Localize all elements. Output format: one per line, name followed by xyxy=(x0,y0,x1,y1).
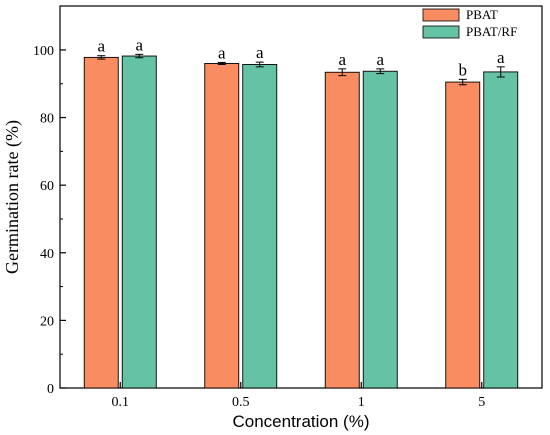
y-axis: 0 20 40 60 80 100 xyxy=(33,44,66,397)
x-tick-label: 0.1 xyxy=(112,395,130,410)
x-tick-label: 0.5 xyxy=(232,395,250,410)
x-tick-label: 5 xyxy=(478,395,485,410)
legend-label-pbat-rf: PBAT/RF xyxy=(466,24,517,39)
significance-label: b xyxy=(459,60,468,79)
legend: PBAT PBAT/RF xyxy=(422,7,517,39)
bar-pbat-rf-0-5 xyxy=(242,64,278,389)
bars-layer: a a a a a a b a xyxy=(83,35,519,389)
legend-label-pbat: PBAT xyxy=(466,7,498,22)
significance-label: a xyxy=(338,50,346,69)
x-axis: 0.1 0.5 1 5 xyxy=(112,382,485,410)
bar-pbat-0-1 xyxy=(83,56,119,389)
significance-label: a xyxy=(135,35,143,54)
y-tick-label: 60 xyxy=(40,179,54,194)
significance-label: a xyxy=(218,43,226,62)
y-tick-label: 100 xyxy=(33,44,54,59)
y-axis-title: Germination rate (%) xyxy=(2,120,23,274)
y-tick-label: 20 xyxy=(40,314,54,329)
significance-label: a xyxy=(376,50,384,69)
bar-pbat-0-5 xyxy=(204,63,240,389)
y-tick-label: 0 xyxy=(47,382,54,397)
significance-label: a xyxy=(497,48,505,67)
x-axis-title: Concentration (%) xyxy=(232,412,369,431)
y-tick-label: 40 xyxy=(40,247,54,262)
legend-swatch-pbat-rf xyxy=(422,25,460,39)
bar-pbat-rf-5 xyxy=(483,71,519,389)
significance-label: a xyxy=(97,37,105,56)
significance-label: a xyxy=(256,43,264,62)
x-tick-label: 1 xyxy=(358,395,365,410)
bar-pbat-1 xyxy=(324,71,360,389)
plot-frame xyxy=(59,5,543,389)
legend-swatch-pbat xyxy=(422,8,460,22)
bar-pbat-rf-1 xyxy=(362,70,398,389)
bar-pbat-5 xyxy=(445,81,481,389)
y-tick-label: 80 xyxy=(40,112,54,127)
bar-pbat-rf-0-1 xyxy=(121,55,157,389)
